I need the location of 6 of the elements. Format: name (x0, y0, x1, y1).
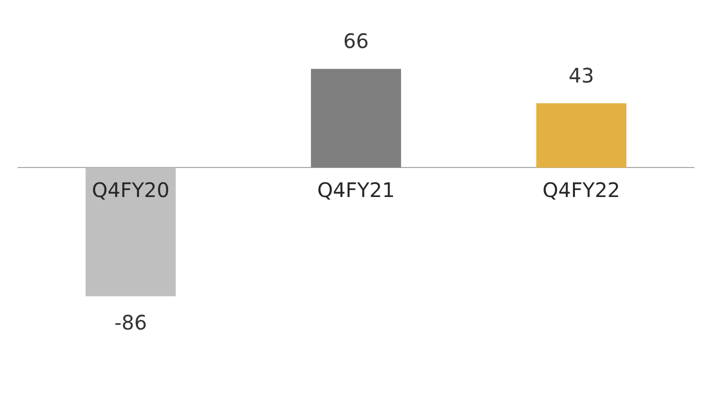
data-label: 43 (568, 63, 594, 88)
data-label: -86 (114, 310, 148, 334)
x-tick-label: Q4FY22 (542, 178, 620, 202)
x-tick-label: Q4FY20 (92, 178, 170, 202)
data-label: 66 (343, 29, 369, 54)
x-tick-label: Q4FY21 (317, 178, 395, 202)
